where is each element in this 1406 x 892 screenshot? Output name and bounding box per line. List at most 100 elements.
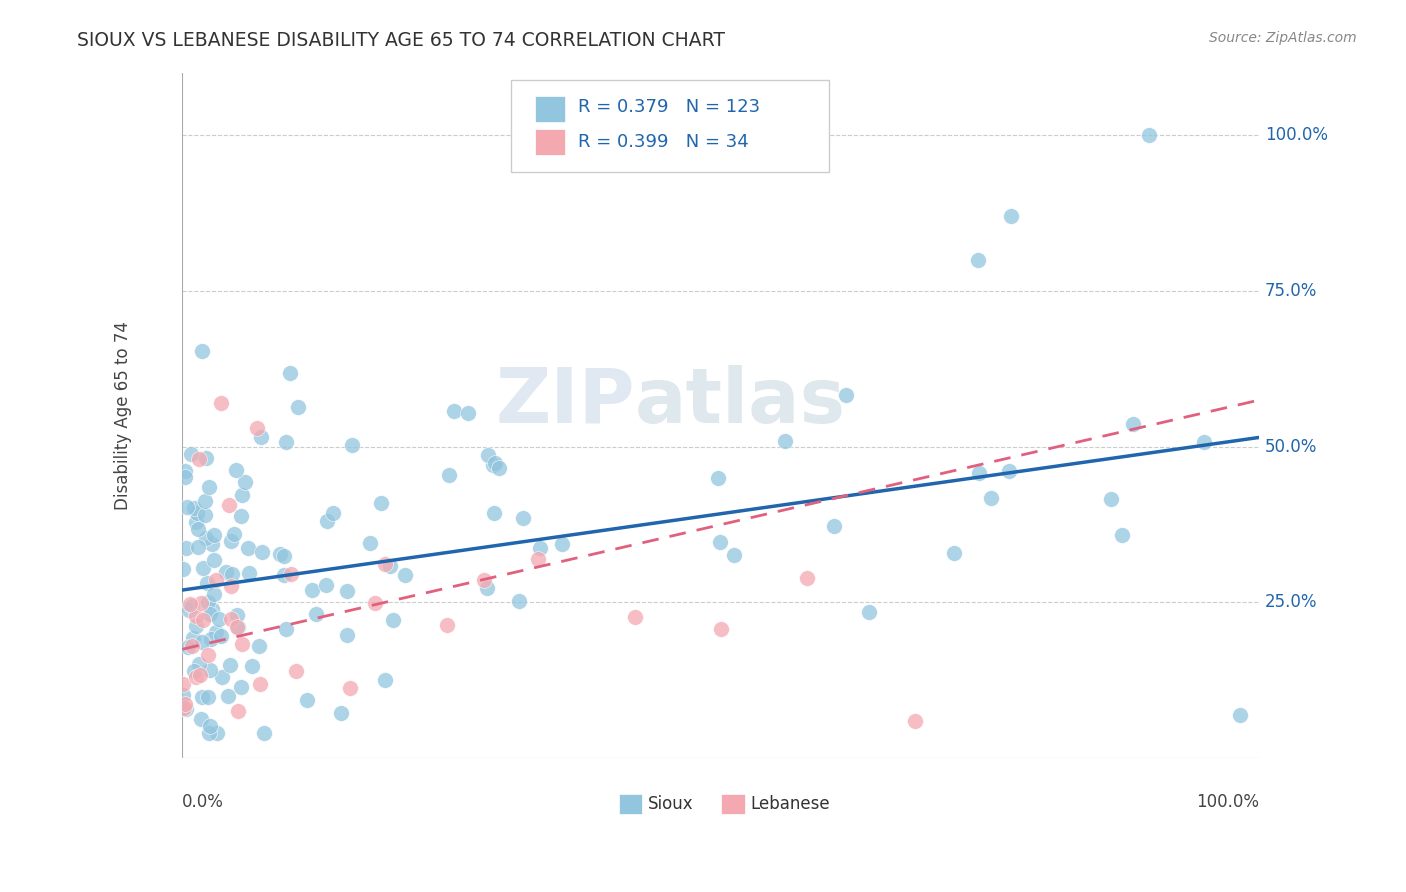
Sioux xyxy=(191,690,214,704)
Sioux xyxy=(374,673,396,687)
Sioux xyxy=(457,406,479,420)
Sioux xyxy=(226,620,249,634)
Lebanese xyxy=(188,668,211,682)
Sioux xyxy=(202,586,225,600)
Sioux xyxy=(186,506,208,520)
Lebanese xyxy=(184,608,207,623)
Sioux xyxy=(215,566,238,580)
Sioux xyxy=(172,688,194,702)
Sioux xyxy=(249,430,271,444)
Text: SIOUX VS LEBANESE DISABILITY AGE 65 TO 74 CORRELATION CHART: SIOUX VS LEBANESE DISABILITY AGE 65 TO 7… xyxy=(77,31,725,50)
Text: 100.0%: 100.0% xyxy=(1197,792,1260,811)
Sioux xyxy=(195,451,218,466)
Sioux xyxy=(278,366,301,380)
Sioux xyxy=(176,500,198,514)
Sioux xyxy=(823,519,845,533)
Sioux xyxy=(1192,435,1215,450)
Sioux xyxy=(208,612,231,626)
Sioux xyxy=(512,511,534,525)
Sioux xyxy=(482,458,505,473)
Sioux xyxy=(1122,417,1144,432)
Sioux xyxy=(183,664,205,678)
Sioux xyxy=(551,536,574,550)
Text: Disability Age 65 to 74: Disability Age 65 to 74 xyxy=(114,321,132,510)
Sioux xyxy=(330,706,353,720)
Sioux xyxy=(997,464,1019,478)
Sioux xyxy=(1137,128,1160,143)
Lebanese xyxy=(219,579,242,593)
Text: R = 0.399   N = 34: R = 0.399 N = 34 xyxy=(578,133,748,151)
Sioux xyxy=(202,552,225,566)
Sioux xyxy=(219,657,242,672)
Sioux xyxy=(190,712,212,726)
Sioux xyxy=(222,527,245,541)
Sioux xyxy=(269,547,291,561)
Text: atlas: atlas xyxy=(634,365,846,439)
FancyBboxPatch shape xyxy=(534,96,565,122)
Sioux xyxy=(242,658,264,673)
Lebanese xyxy=(623,610,645,624)
Text: Source: ZipAtlas.com: Source: ZipAtlas.com xyxy=(1209,31,1357,45)
Sioux xyxy=(297,693,319,707)
Sioux xyxy=(202,528,225,542)
Lebanese xyxy=(197,648,219,662)
Sioux xyxy=(943,546,966,560)
Sioux xyxy=(181,631,204,645)
Sioux xyxy=(301,583,323,598)
Lebanese xyxy=(209,396,232,410)
Sioux xyxy=(1000,209,1022,223)
Sioux xyxy=(174,702,197,716)
Sioux xyxy=(174,541,197,555)
FancyBboxPatch shape xyxy=(721,794,745,814)
Sioux xyxy=(209,629,232,643)
Sioux xyxy=(173,470,195,484)
Sioux xyxy=(273,549,295,564)
Sioux xyxy=(475,581,498,595)
Sioux xyxy=(200,607,222,622)
Sioux xyxy=(482,506,505,520)
Sioux xyxy=(177,602,200,616)
Sioux xyxy=(378,559,401,574)
Text: ZIP: ZIP xyxy=(495,365,634,439)
Lebanese xyxy=(172,677,194,691)
Sioux xyxy=(191,561,214,575)
Lebanese xyxy=(339,681,361,695)
Sioux xyxy=(198,663,221,677)
Sioux xyxy=(221,567,243,582)
Sioux xyxy=(235,475,257,490)
Sioux xyxy=(336,584,359,599)
Sioux xyxy=(226,608,249,623)
Sioux xyxy=(370,496,392,510)
Sioux xyxy=(195,531,218,545)
Sioux xyxy=(394,567,416,582)
Lebanese xyxy=(226,619,249,633)
Lebanese xyxy=(710,622,733,636)
Sioux xyxy=(174,464,197,478)
Sioux xyxy=(236,541,259,555)
Sioux xyxy=(274,434,297,449)
Lebanese xyxy=(218,498,240,512)
Lebanese xyxy=(174,697,197,711)
Sioux xyxy=(181,599,204,613)
Sioux xyxy=(180,447,202,461)
Sioux xyxy=(340,438,363,452)
Lebanese xyxy=(472,573,495,587)
Sioux xyxy=(835,388,858,402)
Lebanese xyxy=(179,597,201,611)
Lebanese xyxy=(190,596,212,610)
Lebanese xyxy=(904,714,927,728)
Sioux xyxy=(238,566,260,580)
Sioux xyxy=(723,548,745,562)
Sioux xyxy=(177,640,200,655)
Sioux xyxy=(529,541,551,556)
Sioux xyxy=(187,522,209,536)
Lebanese xyxy=(280,566,302,581)
Lebanese xyxy=(188,452,211,467)
Sioux xyxy=(191,343,214,358)
Sioux xyxy=(211,670,233,684)
Sioux xyxy=(231,488,253,502)
Text: 25.0%: 25.0% xyxy=(1264,593,1317,612)
FancyBboxPatch shape xyxy=(619,794,643,814)
Sioux xyxy=(201,537,224,551)
Lebanese xyxy=(205,574,228,588)
